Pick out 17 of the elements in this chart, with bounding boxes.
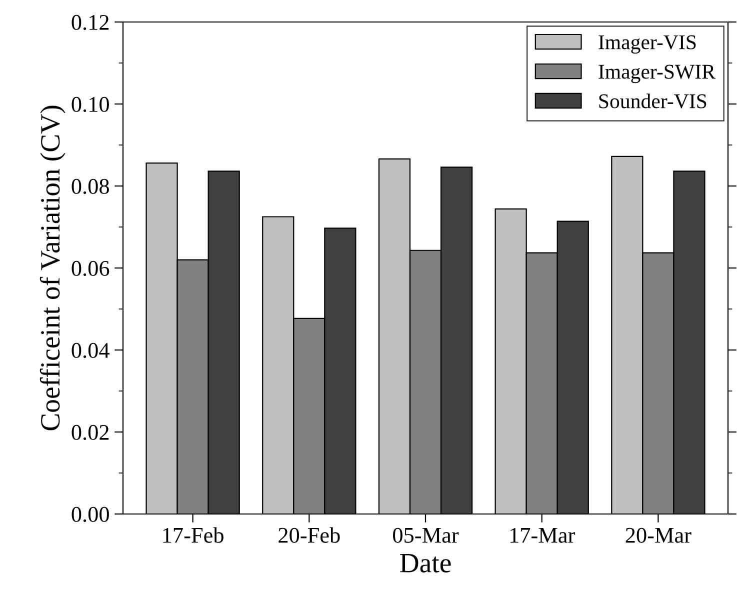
y-axis-title: Coefficeint of Variation (CV) xyxy=(40,106,66,430)
y-tick-label: 0.10 xyxy=(72,96,109,112)
y-tick-label: 0.12 xyxy=(72,14,109,30)
x-tick-label: 20-Mar xyxy=(626,528,692,543)
legend-label: Imager-VIS xyxy=(598,35,696,54)
x-tick-label: 17-Feb xyxy=(163,527,224,543)
y-tick-label: 0.04 xyxy=(72,342,110,358)
y-tick-label: 0.02 xyxy=(72,424,109,440)
x-tick-label: 05-Mar xyxy=(393,528,459,543)
legend-label: Imager-SWIR xyxy=(598,64,716,84)
y-tick-label: 0.06 xyxy=(72,260,110,276)
legend-label: Sounder-VIS xyxy=(599,94,706,108)
y-tick-label: 0.00 xyxy=(72,506,109,522)
y-tick-label: 0.08 xyxy=(72,178,109,194)
x-axis-title: Date xyxy=(400,554,451,572)
x-tick-label: 20-Feb xyxy=(278,527,340,543)
x-tick-label: 17-Mar xyxy=(510,528,575,543)
